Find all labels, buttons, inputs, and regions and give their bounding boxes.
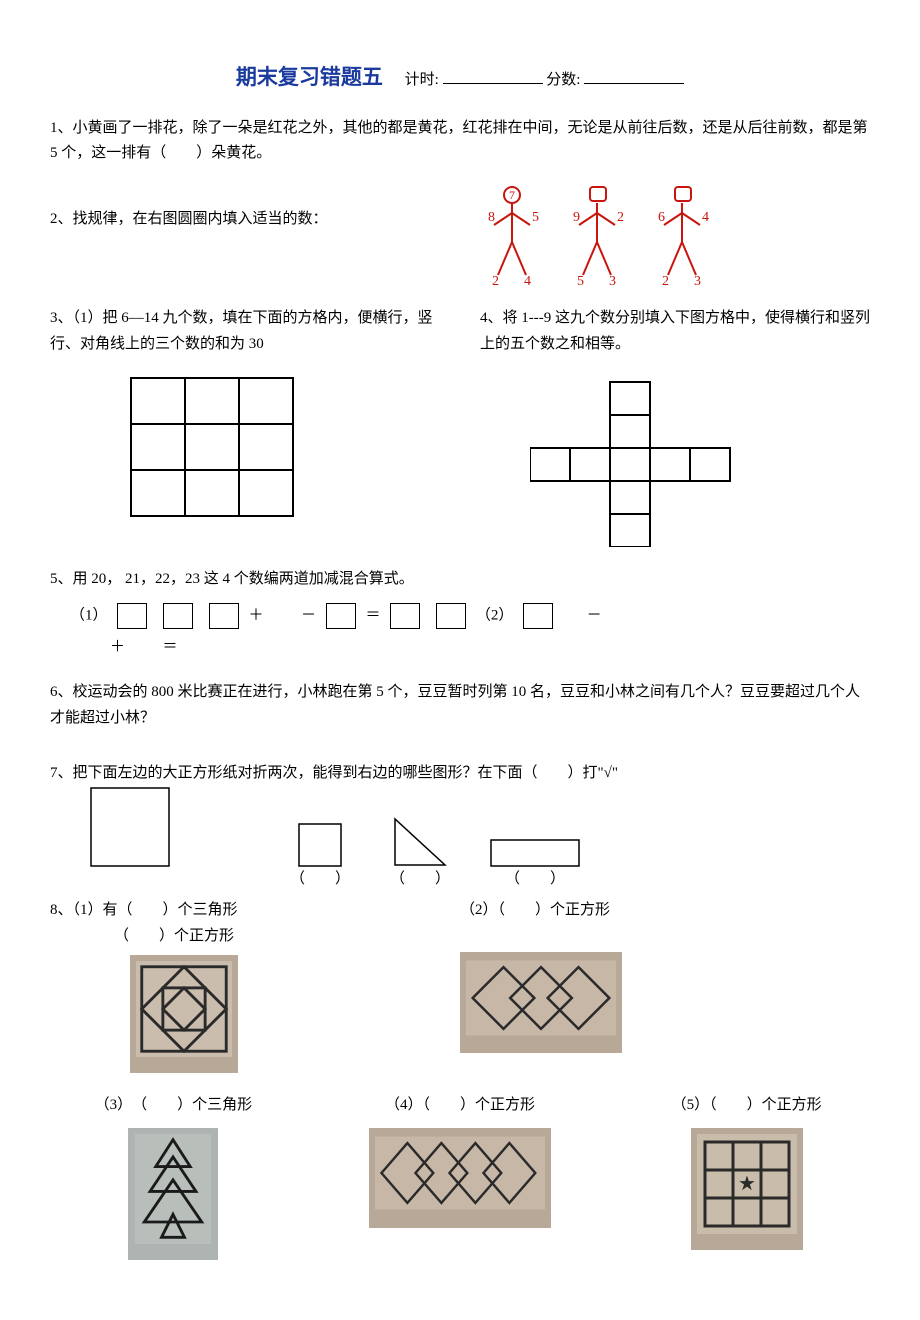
plus-sign: ＋ [110,639,125,655]
q8-4: （4）（ ）个正方形 [337,1093,584,1119]
q8-1a: 8、（1）有（ ）个三角形 [50,898,460,924]
plus-sign: ＋ [249,607,264,623]
q8-5: （5）（ ）个正方形 [623,1093,870,1119]
fig-8-2 [460,952,622,1054]
eq-box[interactable] [163,603,193,629]
fig-8-5: ★ [691,1128,803,1250]
svg-text:4: 4 [524,274,531,287]
title-main: 期末复习错题五 [236,65,383,89]
fold-row: （ ） （ ） （ ） [90,797,870,893]
svg-text:★: ★ [738,1173,756,1195]
svg-text:5: 5 [577,274,584,287]
eq-sign: ＝ [163,639,178,655]
q5: 5、用 20， 21，22，23 这 4 个数编两道加减混合算式。 [50,567,870,593]
svg-text:2: 2 [492,274,499,287]
svg-text:2: 2 [617,210,624,225]
fold-rect: （ ） [490,797,580,893]
svg-text:6: 6 [658,210,665,225]
svg-text:2: 2 [662,274,669,287]
eq-box[interactable] [523,603,553,629]
fold-triangle: （ ） [390,797,450,893]
q6: 6、校运动会的 800 米比赛正在进行，小林跑在第 5 个，豆豆暂时列第 10 … [50,680,870,731]
eq-box[interactable] [436,603,466,629]
svg-text:7: 7 [509,188,515,202]
q2-text: 2、找规律，在右图圆圈内填入适当的数： [50,207,450,233]
q5-suffix: 21，22，23 这 4 个数编两道加减混合算式。 [125,571,414,587]
minus-sign: － [301,607,316,623]
svg-text:3: 3 [694,274,701,287]
eq-box[interactable] [326,603,356,629]
svg-text:5: 5 [532,210,539,225]
q4-text: 4、将 1---9 这九个数分别填入下图方格中，使得横行和竖列上的五个数之和相等… [480,306,870,357]
q5-eq1: （1） ＋ － ＝ （2） － [70,603,870,629]
eq-box[interactable] [209,603,239,629]
q8-top: 8、（1）有（ ）个三角形 （ ）个正方形 （2）（ ）个正方形 [50,898,870,1073]
score-blank[interactable] [584,68,684,84]
q8-2: （2）（ ）个正方形 [460,898,870,924]
q8-3: （3） （ ）个三角形 [50,1093,297,1119]
fold-big-square [90,797,170,893]
q5-p2: （2） [476,607,514,623]
magic-square-3x3 [130,377,294,517]
title-line: 期末复习错题五 计时: 分数: [50,60,870,96]
eq-box[interactable] [117,603,147,629]
paren[interactable]: （ ） [390,867,450,893]
paren[interactable]: （ ） [490,867,580,893]
timer-blank[interactable] [443,68,543,84]
q8-1b: （ ）个正方形 [114,924,460,950]
q5-prefix: 5、用 20， [50,571,121,587]
q5-eq2: ＋ ＝ [110,635,870,661]
fig-8-4 [369,1128,551,1228]
cross-grid [530,377,740,547]
q3-text: 3、（1）把 6—14 九个数，填在下面的方格内，便横行，竖行、对角线上的三个数… [50,306,440,357]
q8-row2: （3） （ ）个三角形 （4）（ ）个正方形 [50,1093,870,1260]
eq-box[interactable] [390,603,420,629]
stick-figures: 78 5 2 4 9 2 5 3 6 4 2 3 [470,177,870,297]
svg-text:4: 4 [702,210,709,225]
fig-8-3 [128,1128,218,1260]
title-score-label: 分数: [546,72,580,88]
svg-text:3: 3 [609,274,616,287]
eq-sign: ＝ [366,607,381,623]
paren[interactable]: （ ） [290,867,350,893]
minus-sign: － [587,607,602,623]
svg-text:9: 9 [573,210,580,225]
q5-p1: （1） [70,607,108,623]
svg-text:8: 8 [488,210,495,225]
fold-small-square: （ ） [290,797,350,893]
title-timer-label: 计时: [405,72,439,88]
q1: 1、小黄画了一排花，除了一朵是红花之外，其他的都是黄花，红花排在中间，无论是从前… [50,116,870,167]
fig-8-1 [130,955,238,1073]
q7: 7、把下面左边的大正方形纸对折两次，能得到右边的哪些图形？在下面（ ）打"√" [50,761,870,787]
